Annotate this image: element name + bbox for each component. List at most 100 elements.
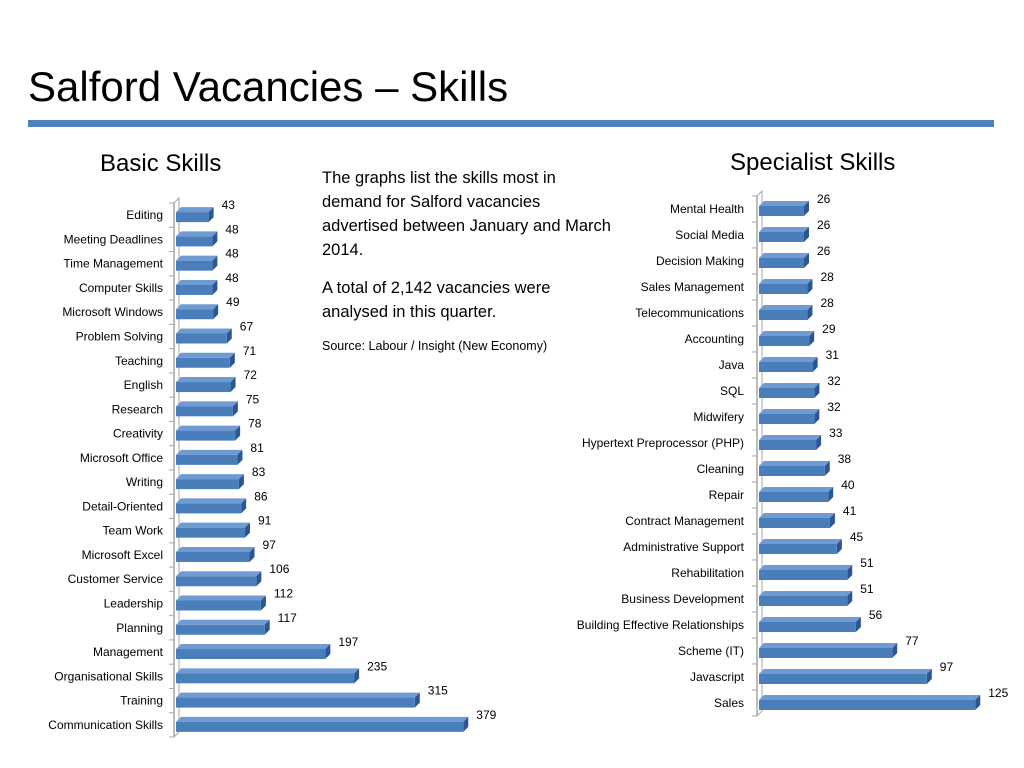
bar-top-face	[176, 716, 469, 722]
bar-training	[176, 692, 420, 708]
bar-top-face	[176, 279, 218, 285]
bar-side-face	[213, 304, 219, 320]
value-label-team-work: 91	[258, 514, 272, 528]
bar-front-face	[176, 260, 213, 271]
intro-text-box: The graphs list the skills most in deman…	[322, 166, 612, 368]
source-note: Source: Labour / Insight (New Economy)	[322, 339, 548, 353]
bar-front-face	[176, 721, 464, 732]
category-label-writing: Writing	[126, 475, 163, 489]
bar-telecommunications	[759, 305, 813, 320]
bar-top-face	[759, 227, 809, 232]
bar-front-face	[759, 570, 848, 580]
bar-top-face	[176, 207, 214, 213]
bar-management	[176, 644, 331, 660]
category-label-microsoft-office: Microsoft Office	[80, 451, 163, 465]
value-label-mental-health: 26	[817, 192, 831, 206]
bar-front-face	[176, 309, 214, 320]
category-label-scheme-it: Scheme (IT)	[678, 644, 744, 658]
bar-front-face	[176, 333, 227, 344]
bar-top-face	[759, 695, 981, 700]
value-label-scheme-it: 77	[905, 634, 919, 648]
category-label-business-development: Business Development	[621, 592, 744, 606]
bar-social-media	[759, 227, 809, 242]
bar-computer-skills	[176, 279, 218, 295]
bar-repair	[759, 487, 834, 502]
bar-top-face	[176, 498, 247, 504]
value-label-meeting-deadlines: 48	[225, 222, 239, 236]
value-label-training: 315	[428, 684, 448, 698]
bar-problem-solving	[176, 328, 232, 344]
bar-front-face	[176, 284, 213, 295]
bar-front-face	[176, 600, 261, 611]
bar-side-face	[325, 644, 331, 660]
bar-side-face	[232, 401, 238, 417]
bar-top-face	[176, 377, 236, 383]
bar-side-face	[230, 377, 236, 393]
category-label-meeting-deadlines: Meeting Deadlines	[64, 232, 163, 246]
value-label-creativity: 78	[248, 417, 262, 431]
value-label-communication-skills: 379	[476, 708, 496, 722]
bar-front-face	[759, 674, 927, 684]
bar-side-face	[244, 522, 250, 538]
bar-side-face	[926, 669, 932, 684]
category-label-computer-skills: Computer Skills	[79, 281, 163, 295]
bar-mental-health	[759, 201, 809, 216]
bar-top-face	[176, 619, 270, 625]
value-label-hypertext-preprocessor-php: 33	[829, 426, 843, 440]
category-label-administrative-support: Administrative Support	[623, 540, 744, 554]
bar-editing	[176, 207, 214, 223]
category-label-repair: Repair	[709, 488, 744, 502]
value-label-microsoft-windows: 49	[226, 295, 240, 309]
bar-side-face	[803, 227, 809, 242]
title-rule	[28, 120, 994, 127]
bar-side-face	[975, 695, 981, 710]
bar-front-face	[176, 697, 415, 708]
bar-detail-oriented	[176, 498, 247, 514]
value-label-telecommunications: 28	[820, 296, 834, 310]
category-label-microsoft-excel: Microsoft Excel	[82, 548, 163, 562]
bar-side-face	[212, 279, 218, 295]
bar-top-face	[759, 643, 898, 648]
bar-front-face	[176, 649, 326, 660]
bar-top-face	[176, 231, 218, 237]
bar-front-face	[759, 362, 813, 372]
category-label-creativity: Creativity	[113, 427, 163, 441]
basic-skills-chart-title: Basic Skills	[100, 150, 222, 177]
value-label-organisational-skills: 235	[367, 659, 387, 673]
bar-front-face	[759, 596, 848, 606]
category-label-mental-health: Mental Health	[670, 202, 744, 216]
value-label-microsoft-office: 81	[250, 441, 264, 455]
bar-side-face	[803, 253, 809, 268]
bar-top-face	[759, 461, 830, 466]
bar-front-face	[759, 440, 817, 450]
bar-front-face	[759, 700, 976, 710]
bar-side-face	[235, 425, 241, 441]
bar-sales-management	[759, 279, 813, 294]
category-label-training: Training	[120, 694, 163, 708]
bar-side-face	[238, 474, 244, 490]
category-label-sql: SQL	[720, 384, 744, 398]
bar-top-face	[759, 383, 820, 388]
value-label-administrative-support: 45	[850, 530, 864, 544]
bar-side-face	[264, 619, 270, 635]
bar-leadership	[176, 595, 266, 611]
bar-front-face	[176, 503, 242, 514]
axis-back-wall	[756, 189, 763, 717]
category-label-building-effective-relationships: Building Effective Relationships	[577, 618, 744, 632]
category-label-management: Management	[93, 645, 164, 659]
bar-side-face	[829, 513, 835, 528]
bar-side-face	[414, 692, 420, 708]
bar-side-face	[847, 565, 853, 580]
value-label-problem-solving: 67	[240, 320, 254, 334]
value-label-research: 75	[246, 392, 260, 406]
bar-top-face	[759, 539, 842, 544]
bar-java	[759, 357, 818, 372]
bar-top-face	[759, 513, 835, 518]
bar-front-face	[759, 622, 856, 632]
category-label-telecommunications: Telecommunications	[635, 306, 744, 320]
bar-top-face	[176, 449, 243, 455]
bar-top-face	[176, 546, 255, 552]
bar-top-face	[759, 305, 813, 310]
value-label-javascript: 97	[940, 660, 954, 674]
category-label-sales: Sales	[714, 696, 744, 710]
